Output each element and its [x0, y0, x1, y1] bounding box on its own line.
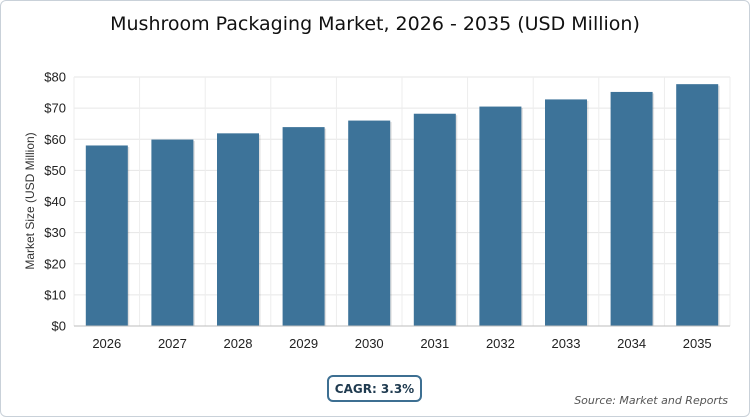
bar-2026 — [85, 145, 128, 326]
bar-2031 — [413, 113, 456, 326]
y-tick-label: $30 — [44, 225, 66, 240]
x-tick-label: 2028 — [224, 336, 253, 351]
y-tick-label: $50 — [44, 163, 66, 178]
x-tick-label: 2029 — [289, 336, 318, 351]
bar-2033 — [545, 99, 587, 326]
y-tick-label: $40 — [44, 194, 66, 209]
y-tick-label: $60 — [44, 132, 66, 147]
x-tick-label: 2035 — [683, 336, 712, 351]
y-axis-label: Market Size (USD Million) — [23, 132, 37, 269]
x-tick-label: 2030 — [355, 336, 384, 351]
x-tick-label: 2033 — [552, 336, 581, 351]
y-tick-label: $0 — [52, 319, 66, 334]
y-tick-label: $70 — [44, 101, 66, 116]
bar-2027 — [151, 139, 194, 326]
bar-2028 — [217, 133, 259, 326]
bar-2029 — [282, 127, 325, 326]
x-tick-label: 2026 — [92, 336, 121, 351]
x-tick-label: 2032 — [486, 336, 515, 351]
x-tick-label: 2034 — [617, 336, 646, 351]
y-tick-label: $10 — [44, 287, 66, 302]
y-tick-label: $20 — [44, 256, 66, 271]
chart-title: Mushroom Packaging Market, 2026 - 2035 (… — [110, 13, 640, 35]
bar-2035 — [676, 84, 719, 326]
bar-2030 — [348, 120, 391, 326]
y-tick-label: $80 — [44, 70, 66, 85]
bar-2032 — [479, 106, 522, 326]
bar-2034 — [610, 91, 653, 326]
source-note: Source: Market and Reports — [574, 394, 728, 407]
x-tick-label: 2027 — [158, 336, 187, 351]
cagr-badge: CAGR: 3.3% — [327, 375, 422, 402]
x-tick-label: 2031 — [420, 336, 449, 351]
